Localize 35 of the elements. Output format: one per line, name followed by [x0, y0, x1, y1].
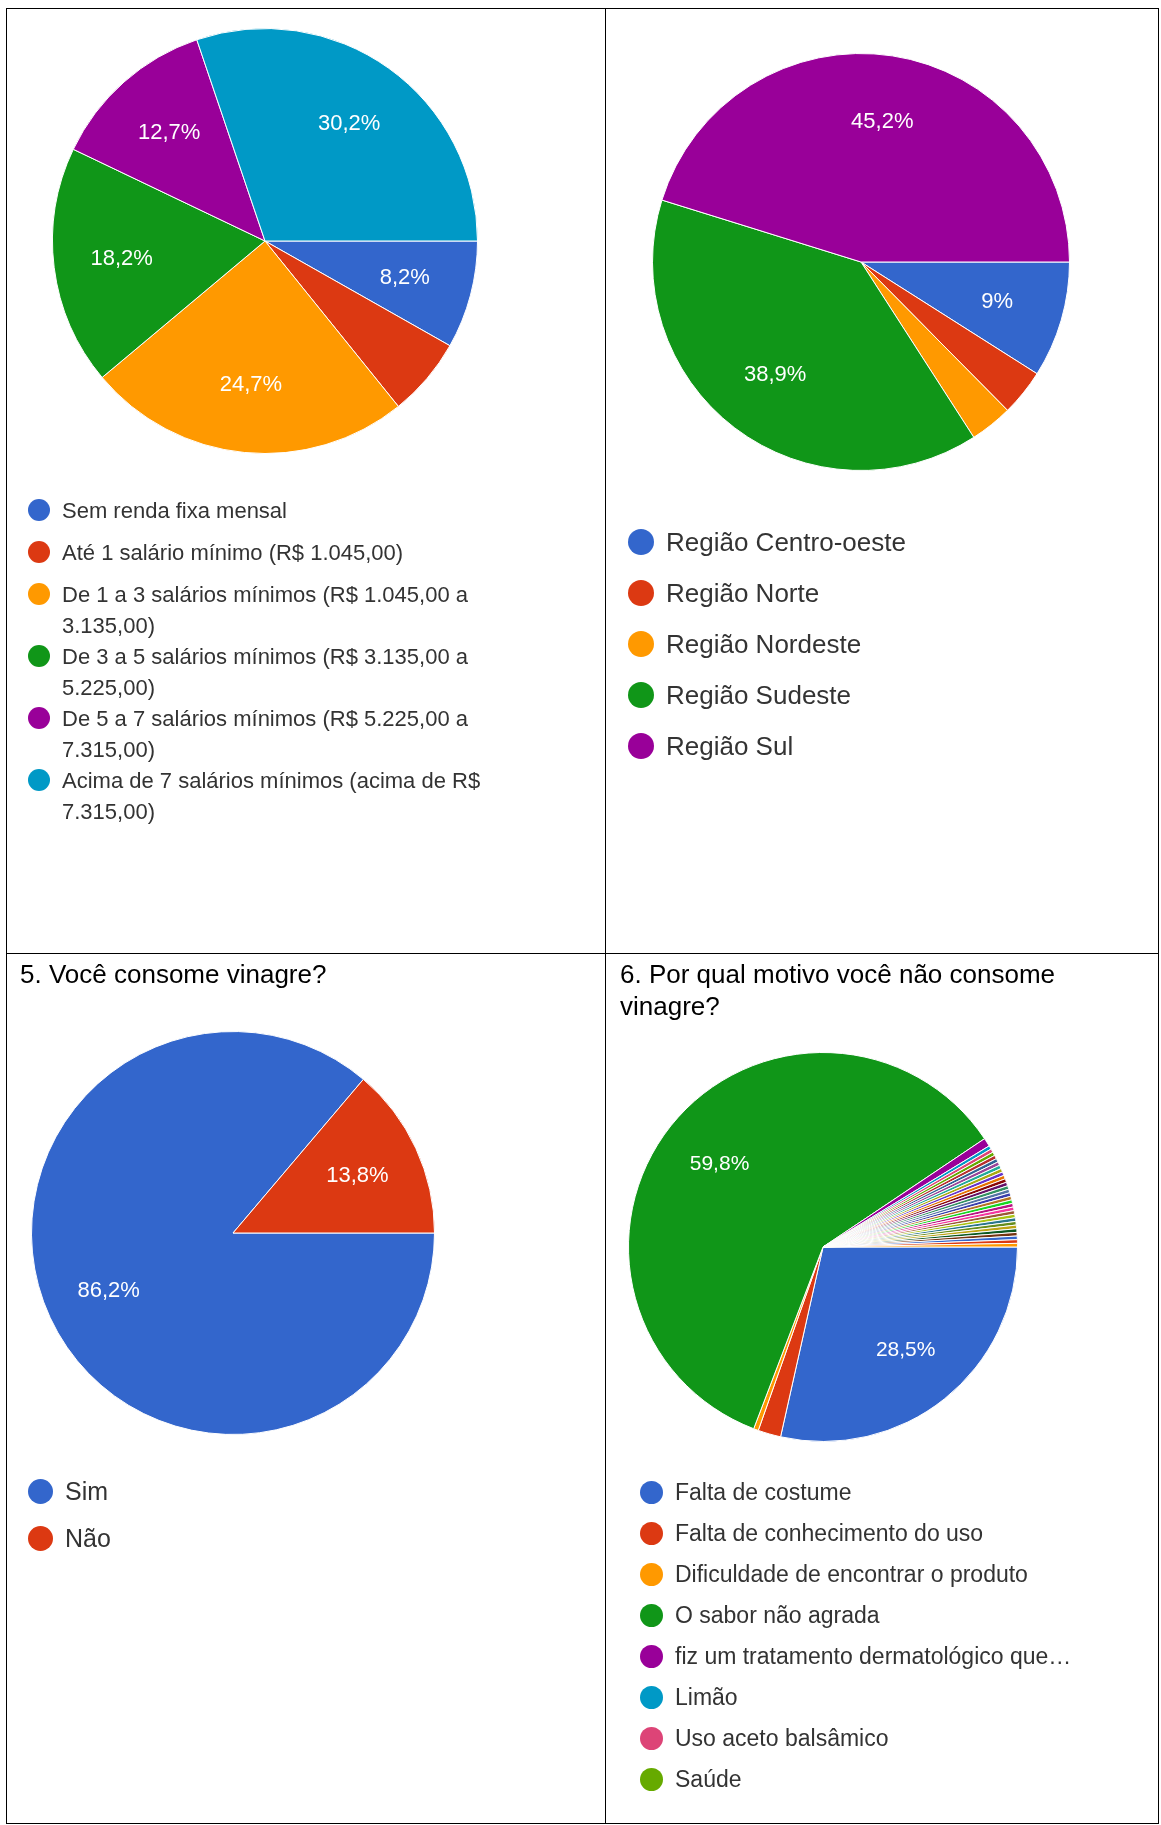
legend-label: Região Sul: [666, 730, 794, 763]
legend-label: De 1 a 3 salários mínimos (R$ 1.045,00 a 3.135,00): [62, 581, 469, 640]
legend-label: Falta de costume: [675, 1478, 852, 1507]
data-label: 59,8%: [689, 1151, 750, 1175]
data-label: 9%: [981, 287, 1014, 313]
data-label: 38,9%: [743, 360, 807, 386]
data-label: 24,7%: [219, 370, 283, 396]
legend-label: Região Norte: [666, 577, 820, 610]
legend-label: Sem renda fixa mensal: [62, 497, 287, 525]
legend-label: Dificuldade de encontrar o produto: [675, 1560, 1028, 1589]
legend-label: Não: [65, 1523, 111, 1554]
legend-label: De 3 a 5 salários mínimos (R$ 3.135,00 a 5.225,00): [62, 643, 469, 702]
chart-title: 6. Por qual motivo você não consome vinagre?: [620, 958, 1057, 1022]
data-label: 8,2%: [379, 263, 430, 289]
chart-title: 5. Você consome vinagre?: [20, 958, 328, 990]
legend-label: Região Centro-oeste: [666, 526, 906, 559]
legend-label: Acima de 7 salários mínimos (acima de R$ 7.315,00): [62, 767, 482, 826]
data-label: 12,7%: [137, 118, 201, 144]
legend-label: Região Nordeste: [666, 628, 862, 661]
data-label: 45,2%: [851, 107, 914, 133]
data-label: 28,5%: [875, 1337, 936, 1361]
legend-label: O sabor não agrada: [675, 1601, 880, 1630]
data-label: 18,2%: [90, 245, 153, 271]
legend-label: Sim: [65, 1476, 109, 1507]
legend-label: Falta de conhecimento do uso: [675, 1519, 984, 1548]
legend-label: Saúde: [675, 1765, 742, 1794]
data-label: 13,8%: [326, 1161, 389, 1187]
legend-label: Região Sudeste: [666, 679, 852, 712]
legend-label: fiz um tratamento dermatológico que…: [675, 1642, 1072, 1671]
legend-label: Uso aceto balsâmico: [675, 1724, 889, 1753]
data-label: 86,2%: [77, 1276, 140, 1302]
data-label: 30,2%: [318, 109, 381, 135]
legend-label: Até 1 salário mínimo (R$ 1.045,00): [62, 539, 404, 567]
legend-label: De 5 a 7 salários mínimos (R$ 5.225,00 a 7.315,00): [62, 705, 469, 764]
legend-label: Limão: [675, 1683, 738, 1712]
